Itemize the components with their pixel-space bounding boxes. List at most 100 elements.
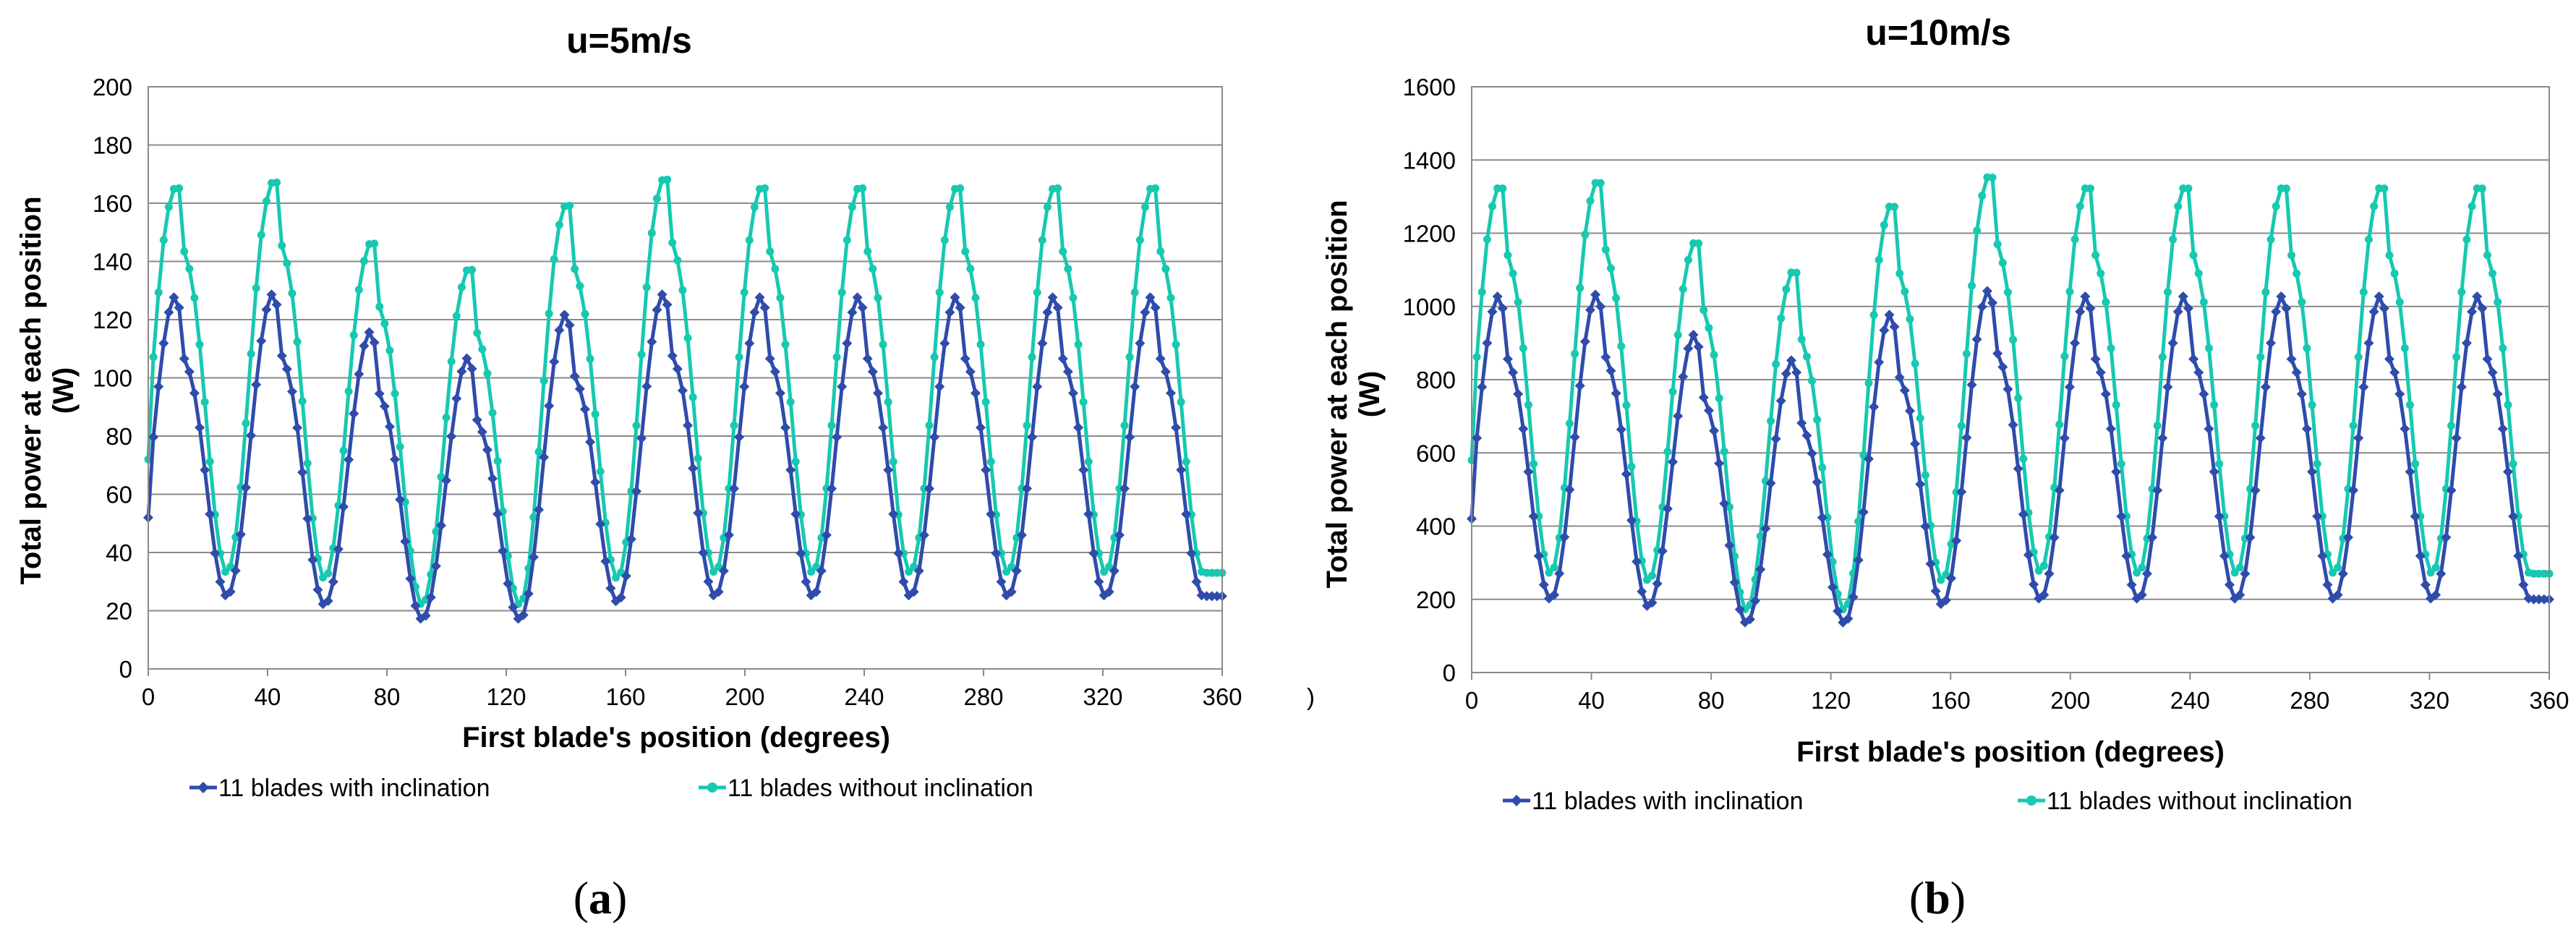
data-point [1115, 485, 1124, 493]
data-point [775, 388, 785, 398]
data-point [1176, 464, 1187, 475]
data-point [749, 307, 760, 317]
data-point [1921, 471, 1929, 479]
gridlines [1471, 86, 2550, 680]
data-point [312, 584, 323, 595]
data-point [1569, 432, 1580, 443]
data-point [354, 286, 363, 294]
data-point [1673, 411, 1684, 422]
data-point [945, 202, 954, 211]
data-point [1951, 535, 1962, 546]
data-point [647, 229, 656, 237]
data-point [2322, 579, 2333, 590]
data-point [673, 256, 682, 265]
y-tick-label: 160 [93, 190, 132, 217]
data-point [2260, 382, 2271, 393]
data-point [179, 354, 189, 364]
data-point [503, 578, 513, 589]
data-point [1535, 512, 1543, 521]
data-point [1488, 202, 1497, 210]
data-point [466, 363, 477, 374]
data-point [1998, 258, 2007, 267]
data-point [1533, 550, 1544, 561]
data-point [2049, 532, 2060, 543]
data-point [1962, 349, 1971, 358]
data-point [2509, 459, 2517, 468]
data-point [2467, 306, 2478, 317]
data-point [693, 508, 704, 519]
data-point [1078, 464, 1089, 475]
data-point [2174, 202, 2183, 210]
data-point [1083, 508, 1094, 519]
data-point [1125, 353, 1134, 362]
data-point [451, 393, 462, 404]
data-point [847, 307, 858, 317]
data-point [1756, 532, 1765, 541]
data-point [1028, 353, 1036, 362]
data-point [1011, 566, 1022, 576]
data-point [1119, 483, 1130, 494]
data-point [468, 265, 477, 274]
data-point [2508, 511, 2519, 521]
x-tick-label: 240 [2170, 687, 2210, 714]
x-tick-label: 280 [963, 683, 1003, 710]
data-point [2266, 235, 2275, 244]
data-point [632, 422, 641, 430]
data-point [1073, 422, 1084, 433]
data-point [508, 602, 519, 613]
y-tick-label: 0 [119, 656, 132, 683]
data-point [2415, 550, 2426, 561]
data-point [2044, 568, 2055, 579]
data-point [195, 422, 205, 433]
data-point [1812, 477, 1822, 487]
data-point [1559, 532, 1570, 542]
legend-marker-without-inclination [707, 782, 717, 793]
data-point [1016, 529, 1027, 540]
data-point [262, 197, 270, 205]
data-point [1586, 197, 1595, 205]
data-point [240, 482, 251, 493]
data-point [1637, 586, 1647, 597]
data-point [2095, 367, 2106, 377]
data-point [189, 388, 200, 398]
data-point [1545, 568, 1553, 577]
y-axis-label-line-1: Total power at each position [15, 196, 47, 584]
data-point [297, 467, 308, 478]
data-point [205, 508, 216, 519]
data-point [2209, 466, 2219, 477]
y-tick-label: 1200 [1403, 221, 1456, 247]
data-point [2426, 568, 2435, 577]
data-point [359, 257, 368, 265]
data-point [247, 349, 255, 358]
data-point [153, 381, 164, 392]
data-point [374, 388, 385, 399]
data-point [991, 548, 1002, 559]
y-tick-label: 140 [93, 249, 132, 276]
data-point [1703, 405, 1714, 416]
data-point [1961, 432, 1972, 443]
data-point [1765, 478, 1776, 489]
data-point [2136, 589, 2147, 600]
data-point [2317, 550, 2328, 561]
data-point [2064, 382, 2075, 393]
data-point [2363, 338, 2374, 349]
plot-area [148, 86, 1223, 670]
data-point [2478, 184, 2486, 193]
data-point [2009, 336, 2018, 344]
data-point [2410, 511, 2421, 521]
data-point [781, 340, 790, 349]
data-point [2141, 568, 2152, 579]
data-point [148, 432, 159, 443]
data-point [1906, 315, 1914, 323]
legend-label-without-inclination: 11 blades without inclination [728, 775, 1033, 802]
data-point [276, 351, 287, 362]
data-point [257, 231, 265, 239]
data-point [564, 320, 575, 330]
data-point [1843, 613, 1854, 624]
data-point [1600, 351, 1611, 362]
data-point [1037, 338, 1048, 349]
data-point [939, 338, 950, 349]
data-point [2282, 184, 2290, 193]
data-point [2116, 511, 2127, 521]
data-point [1518, 424, 1529, 435]
